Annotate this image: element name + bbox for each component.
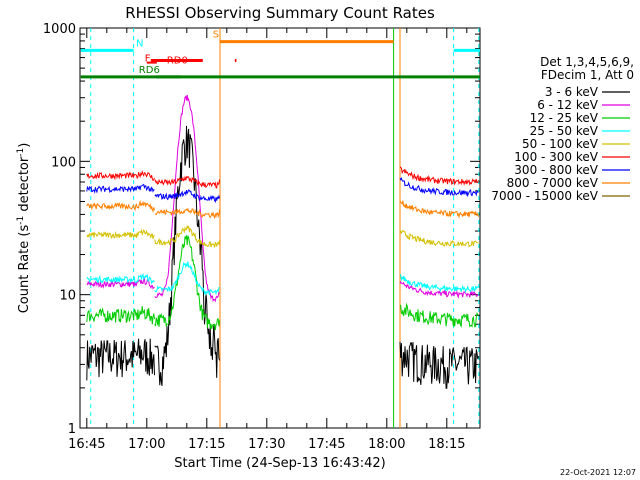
plot-frame: [79, 27, 481, 429]
legend-label: 3 - 6 keV: [545, 85, 599, 99]
legend-label: 6 - 12 keV: [537, 98, 599, 112]
series-line: [86, 125, 479, 389]
series-line: [86, 261, 479, 297]
generation-timestamp: 22-Oct-2021 12:07: [560, 468, 636, 477]
y-axis-label-sup1: -1: [16, 216, 26, 225]
flag-label-n: N: [136, 38, 143, 49]
plot-axes: 1 10 100 1000 16:45 17:00 17:15 17:30 17:45 18:00…: [43, 22, 481, 452]
flags-layer: NF S RD0 RD6: [80, 30, 480, 79]
legend-header-1: Det 1,3,4,5,6,9,: [540, 55, 634, 69]
x-tick-label: 18:15: [428, 437, 465, 452]
legend-label: 50 - 100 keV: [522, 137, 599, 151]
y-tick-label: 10: [59, 289, 76, 304]
series-line: [86, 199, 479, 220]
x-tick-label: 17:45: [308, 437, 345, 452]
y-tick-label: 1: [68, 422, 76, 437]
series-line: [86, 94, 479, 303]
flag-label-f: F: [145, 54, 151, 65]
series-line: [86, 166, 479, 189]
x-tick-label: 17:15: [188, 437, 225, 452]
x-axis-label: Start Time (24-Sep-13 16:43:42): [174, 456, 385, 471]
legend-label: 100 - 300 keV: [514, 150, 598, 164]
y-axis-label-mid: detector: [17, 156, 32, 216]
legend: Det 1,3,4,5,6,9, FDecim 1, Att 0 3 - 6 k…: [491, 55, 634, 203]
x-tick-label: 18:00: [368, 437, 405, 452]
y-axis-label: Count Rate (s-1 detector-1): [16, 143, 32, 314]
x-tick-label: 16:45: [68, 437, 105, 452]
chart-title: RHESSI Observing Summary Count Rates: [125, 4, 435, 22]
y-axis-label-sup2: -1: [16, 148, 26, 157]
legend-header-2: FDecim 1, Att 0: [541, 68, 634, 82]
legend-label: 7000 - 15000 keV: [491, 189, 598, 203]
y-tick-label: 1000: [43, 22, 76, 37]
legend-label: 12 - 25 keV: [530, 111, 599, 125]
y-axis-label-main: Count Rate (s: [17, 225, 32, 314]
legend-label: 25 - 50 keV: [530, 124, 599, 138]
y-axis-label-end: ): [17, 143, 32, 148]
legend-label: 300 - 800 keV: [514, 163, 598, 177]
x-tick-label: 17:00: [128, 437, 165, 452]
flag-label-rd0: RD0: [167, 56, 188, 67]
x-tick-label: 17:30: [248, 437, 285, 452]
y-tick-label: 100: [51, 155, 76, 170]
legend-label: 800 - 7000 keV: [507, 176, 599, 190]
series-line: [86, 176, 479, 204]
series-line: [86, 235, 479, 331]
flag-label-s: S: [213, 30, 219, 41]
series-layer: [86, 94, 479, 389]
series-line: [86, 225, 479, 248]
flag-label-rd6: RD6: [139, 65, 160, 76]
